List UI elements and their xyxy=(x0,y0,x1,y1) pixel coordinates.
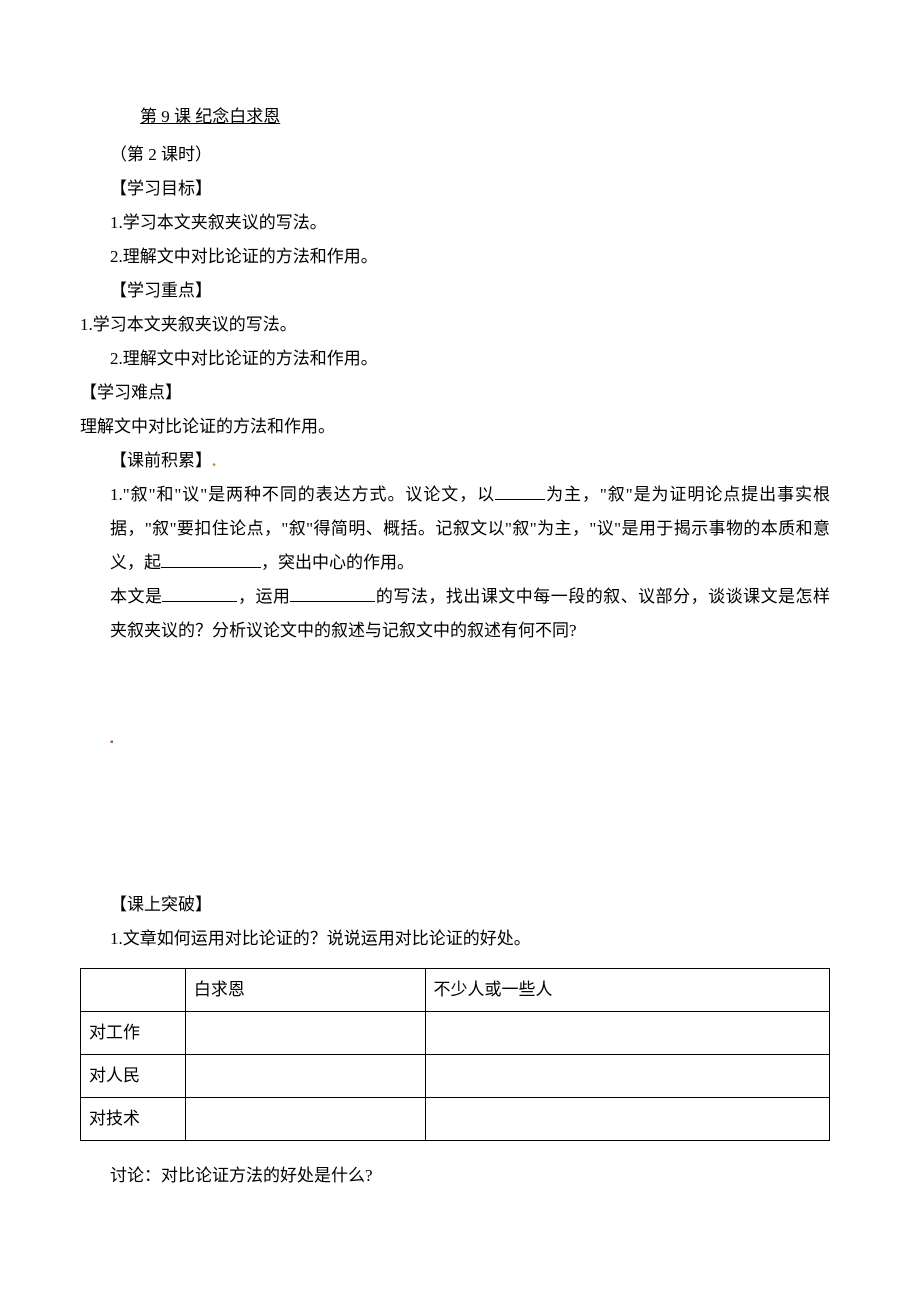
table-cell[interactable] xyxy=(425,1055,829,1098)
preclass-text: 1."叙"和"议"是两种不同的表达方式。议论文，以 xyxy=(110,485,495,504)
preclass-paragraph-1: 1."叙"和"议"是两种不同的表达方式。议论文，以为主，"叙"是为证明论点提出事… xyxy=(110,478,830,580)
lesson-subtitle: （第 2 课时） xyxy=(110,138,830,172)
comparison-table: 白求恩 不少人或一些人 对工作 对人民 对技术 xyxy=(80,968,830,1141)
lesson-title: 第 9 课 纪念白求恩 xyxy=(140,100,830,134)
preclass-text: 本文是 xyxy=(110,587,162,606)
focus-label: 【学习重点】 xyxy=(110,274,830,308)
focus-item: 1.学习本文夹叙夹议的写法。 xyxy=(80,308,830,342)
table-cell[interactable] xyxy=(185,1012,425,1055)
fill-blank[interactable] xyxy=(290,584,375,602)
table-row: 白求恩 不少人或一些人 xyxy=(81,969,830,1012)
table-cell xyxy=(81,969,186,1012)
discussion-prompt: 讨论：对比论证方法的好处是什么? xyxy=(110,1159,830,1193)
accent-dot-icon: . xyxy=(212,451,216,470)
inclass-question-1: 1.文章如何运用对比论证的？说说运用对比论证的好处。 xyxy=(110,922,830,956)
table-cell[interactable] xyxy=(185,1055,425,1098)
difficulty-text: 理解文中对比论证的方法和作用。 xyxy=(80,410,830,444)
preclass-text: ，运用 xyxy=(237,587,290,606)
fill-blank[interactable] xyxy=(162,584,237,602)
table-cell-label: 对人民 xyxy=(81,1055,186,1098)
table-row: 对技术 xyxy=(81,1098,830,1141)
preclass-paragraph-2: 本文是，运用的写法，找出课文中每一段的叙、议部分，谈谈课文是怎样夹叙夹议的？分析… xyxy=(110,580,830,648)
fill-blank[interactable] xyxy=(161,550,261,568)
table-row: 对人民 xyxy=(81,1055,830,1098)
table-header-cell: 不少人或一些人 xyxy=(425,969,829,1012)
objectives-label: 【学习目标】 xyxy=(110,172,830,206)
objective-item: 1.学习本文夹叙夹议的写法。 xyxy=(110,206,830,240)
decorative-mark-icon: ▪ xyxy=(110,738,830,748)
table-cell-label: 对技术 xyxy=(81,1098,186,1141)
fill-blank[interactable] xyxy=(495,482,545,500)
preclass-label-text: 【课前积累】 xyxy=(110,451,212,470)
inclass-label: 【课上突破】 xyxy=(110,888,830,922)
table-cell[interactable] xyxy=(425,1098,829,1141)
table-cell[interactable] xyxy=(185,1098,425,1141)
objective-item: 2.理解文中对比论证的方法和作用。 xyxy=(110,240,830,274)
table-row: 对工作 xyxy=(81,1012,830,1055)
preclass-text: ，突出中心的作用。 xyxy=(261,553,414,572)
focus-item: 2.理解文中对比论证的方法和作用。 xyxy=(110,342,830,376)
table-cell-label: 对工作 xyxy=(81,1012,186,1055)
table-cell[interactable] xyxy=(425,1012,829,1055)
preclass-label: 【课前积累】. xyxy=(110,444,830,478)
difficulty-label: 【学习难点】 xyxy=(80,376,830,410)
table-header-cell: 白求恩 xyxy=(185,969,425,1012)
